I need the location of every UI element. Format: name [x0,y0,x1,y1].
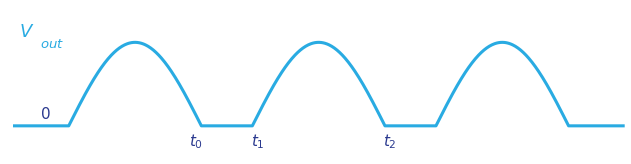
Text: $t_0$: $t_0$ [189,133,203,151]
Text: $\mathit{V}$: $\mathit{V}$ [19,23,34,41]
Text: $0$: $0$ [40,106,50,122]
Text: $t_1$: $t_1$ [251,133,264,151]
Text: $t_2$: $t_2$ [383,133,397,151]
Text: $\mathit{out}$: $\mathit{out}$ [40,38,64,51]
